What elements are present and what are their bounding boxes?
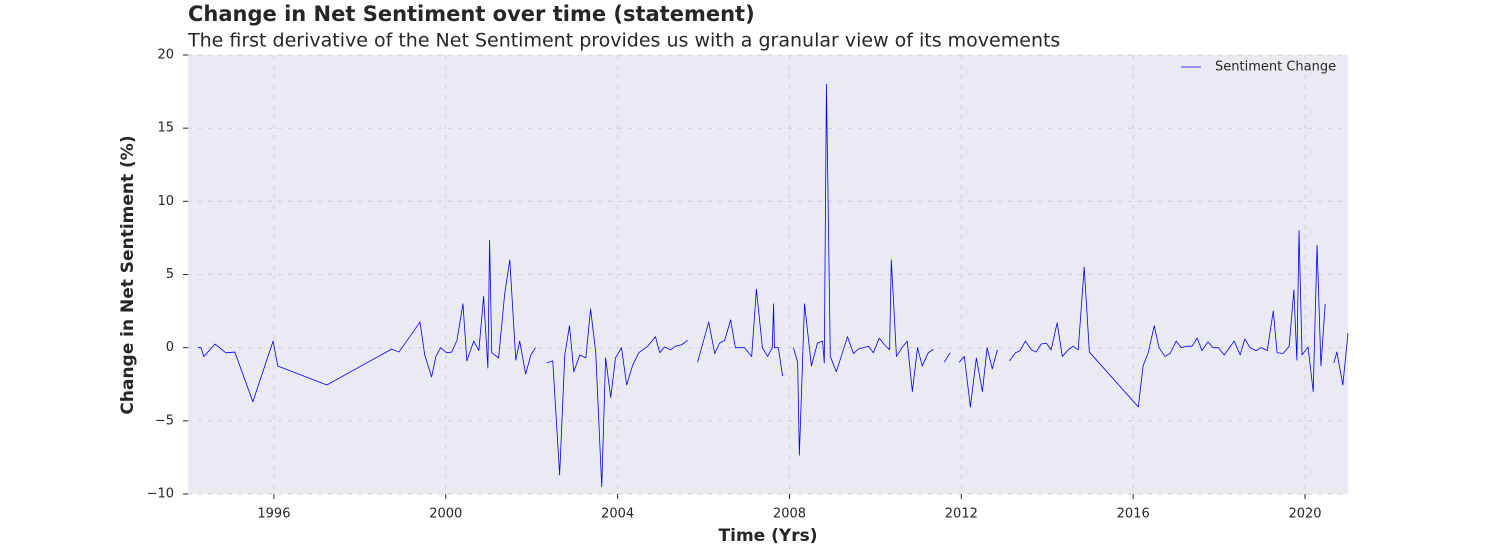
x-tick-label: 2008 <box>773 507 806 522</box>
x-tick-label: 2012 <box>945 507 978 522</box>
x-tick-label: 2020 <box>1288 507 1321 522</box>
x-tick-label: 1996 <box>257 507 290 522</box>
chart-subtitle: The first derivative of the Net Sentimen… <box>187 30 1060 52</box>
chart-title: Change in Net Sentiment over time (state… <box>188 2 755 26</box>
y-axis-label: Change in Net Sentiment (%) <box>118 135 138 414</box>
x-tick-label: 2004 <box>601 507 634 522</box>
x-tick-label: 2000 <box>429 507 462 522</box>
y-tick-label: 0 <box>166 340 174 355</box>
y-tick-label: 10 <box>157 194 174 209</box>
x-tick-label: 2016 <box>1117 507 1150 522</box>
x-axis-label: Time (Yrs) <box>719 526 818 546</box>
data-line <box>197 83 1349 488</box>
legend-label: Sentiment Change <box>1215 60 1336 75</box>
y-tick-label: 20 <box>157 48 174 63</box>
y-tick-label: 15 <box>157 121 174 136</box>
y-tick-label: −5 <box>155 413 174 428</box>
y-tick-label: 5 <box>166 267 174 282</box>
y-tick-label: −10 <box>147 487 174 502</box>
